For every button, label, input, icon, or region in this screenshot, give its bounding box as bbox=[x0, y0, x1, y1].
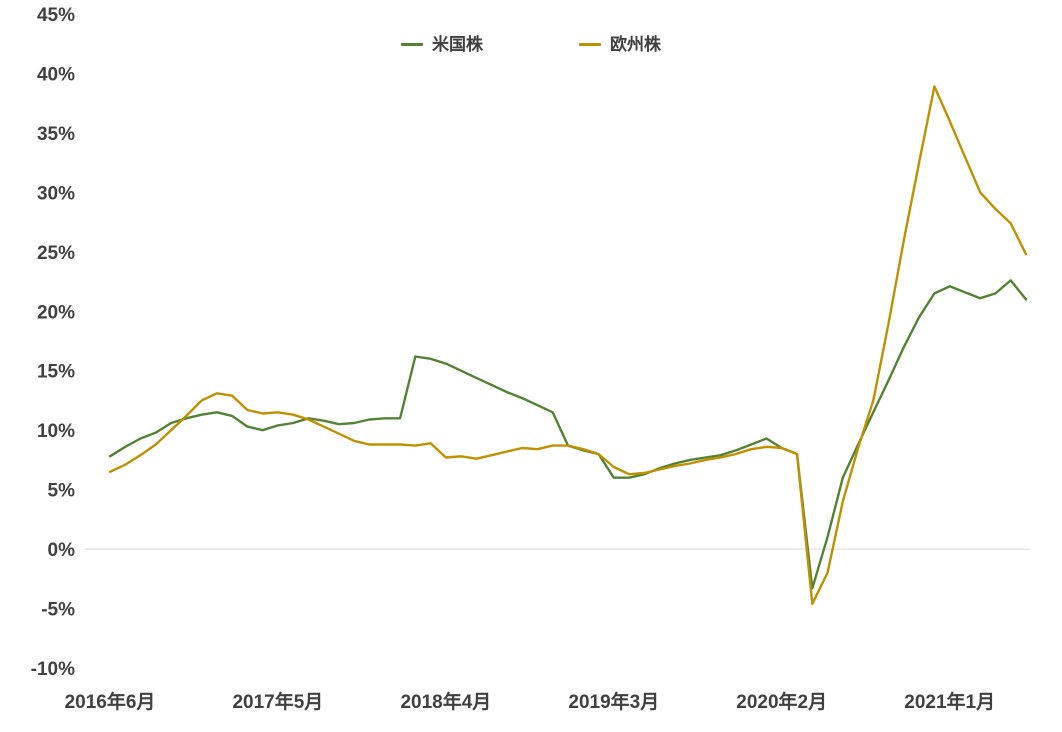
y-axis-tick-label: 10% bbox=[37, 421, 75, 442]
x-axis-tick-label: 2016年6月 bbox=[65, 690, 156, 713]
y-axis-tick-label: 45% bbox=[37, 5, 75, 26]
y-axis-tick-label: 35% bbox=[37, 124, 75, 145]
y-axis-tick-label: 0% bbox=[48, 540, 76, 561]
legend-label-us-stocks: 米国株 bbox=[432, 35, 483, 54]
legend-item-europe-stocks[interactable]: 欧州株 bbox=[579, 36, 661, 53]
y-axis-tick-label: 15% bbox=[37, 362, 75, 383]
series-line-europe-stocks bbox=[108, 85, 1028, 605]
x-axis-tick-label: 2021年1月 bbox=[904, 690, 995, 713]
x-axis-tick-label: 2017年5月 bbox=[232, 690, 323, 713]
y-axis-tick-label: -10% bbox=[31, 659, 75, 680]
y-axis-tick-label: 5% bbox=[48, 481, 76, 502]
chart-legend: 米国株 欧州株 bbox=[0, 36, 1062, 53]
y-axis-tick-label: 40% bbox=[37, 65, 75, 86]
legend-swatch-europe-stocks-icon bbox=[579, 43, 601, 46]
y-axis-tick-label: 30% bbox=[37, 183, 75, 204]
y-axis-tick-label: 25% bbox=[37, 243, 75, 264]
legend-swatch-us-stocks-icon bbox=[401, 43, 423, 46]
y-axis-tick-label: 20% bbox=[37, 302, 75, 323]
y-axis-tick-label: -5% bbox=[41, 600, 75, 621]
legend-item-us-stocks[interactable]: 米国株 bbox=[401, 36, 483, 53]
x-axis-tick-label: 2018年4月 bbox=[400, 690, 491, 713]
x-axis-tick-label: 2019年3月 bbox=[568, 690, 659, 713]
legend-label-europe-stocks: 欧州株 bbox=[610, 35, 661, 54]
x-axis-tick-label: 2020年2月 bbox=[736, 690, 827, 713]
